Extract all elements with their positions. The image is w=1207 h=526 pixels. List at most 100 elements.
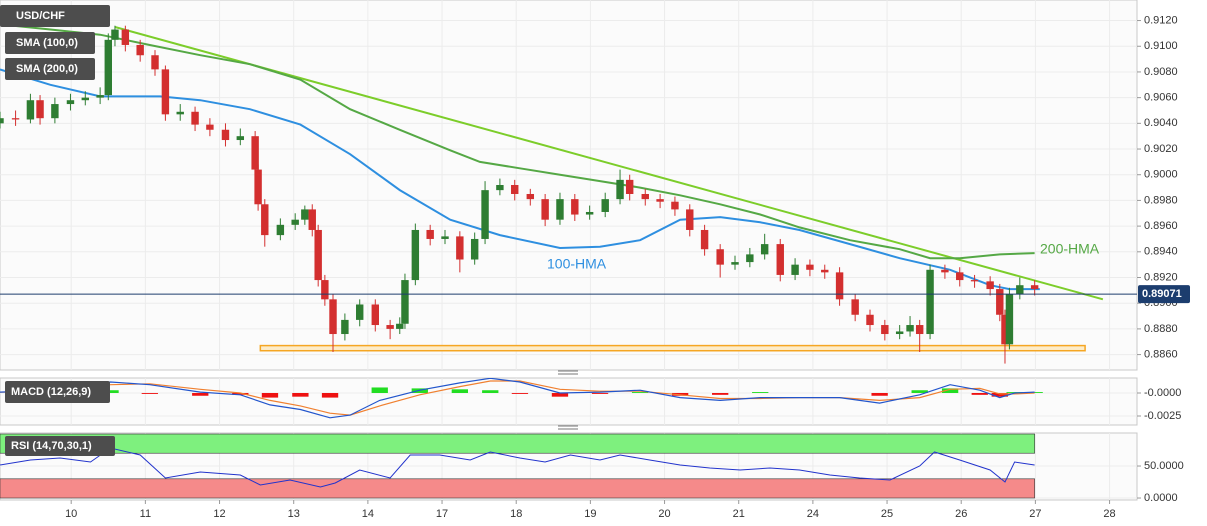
x-tick-label: 19	[584, 508, 596, 520]
candle-body	[161, 69, 170, 115]
candle-body	[396, 323, 404, 329]
macd-histogram-bar	[941, 388, 959, 393]
candle-body	[308, 209, 316, 230]
candle-body	[641, 193, 649, 200]
candle-body	[986, 281, 994, 290]
candle-body	[96, 95, 104, 98]
macd-histogram-bar	[102, 390, 119, 393]
candle-body	[314, 229, 322, 281]
macd-histogram-bar	[712, 392, 729, 395]
candle-body	[1005, 294, 1014, 345]
y-tick-label: 0.8980	[1144, 194, 1178, 206]
macd-histogram-bar	[451, 389, 469, 393]
candle-body	[481, 190, 489, 239]
candle-body	[571, 199, 579, 215]
panel-background	[0, 377, 1138, 426]
candle-body	[301, 209, 309, 220]
candle-body	[121, 29, 130, 45]
y-tick-label: 0.9000	[1144, 169, 1178, 181]
macd-histogram-bar	[991, 392, 1008, 397]
candle-body	[386, 325, 394, 329]
last-price-label: 0.89071	[1142, 288, 1182, 300]
macd-histogram-bar	[911, 390, 928, 393]
candle-body	[470, 238, 479, 260]
candle-body	[556, 199, 564, 220]
candle-body	[625, 179, 634, 194]
x-tick-label: 25	[881, 508, 893, 520]
candle-body	[136, 44, 144, 56]
indicator-title-box	[5, 381, 110, 403]
candle-body	[291, 219, 299, 225]
x-tick-label: 20	[658, 508, 670, 520]
candle-body	[11, 118, 20, 120]
y-tick-label: 0.9020	[1144, 143, 1178, 155]
candle-body	[111, 29, 119, 40]
candle-body	[656, 199, 664, 202]
candle-body	[456, 236, 464, 260]
y-tick-label: 0.9100	[1144, 40, 1178, 52]
x-tick-label: 10	[65, 508, 77, 520]
macd-histogram-bar	[232, 392, 249, 395]
candle-body	[51, 104, 59, 119]
candle-body	[0, 118, 4, 124]
candle-body	[511, 185, 519, 194]
candle-body	[496, 185, 504, 191]
candle-body	[36, 100, 44, 119]
y-tick-label: -0.0025	[1144, 410, 1181, 422]
candle-body	[371, 304, 379, 326]
macd-histogram-bar	[971, 392, 988, 395]
candle-body	[411, 229, 420, 281]
candle-body	[926, 269, 934, 335]
candle-body	[191, 111, 199, 125]
last-price-box	[1138, 285, 1190, 304]
candle-body	[881, 325, 889, 335]
macd-histogram-bar	[261, 392, 279, 398]
legend-box	[0, 5, 110, 27]
candle-body	[895, 331, 904, 335]
indicator-title: RSI (14,70,30,1)	[11, 440, 92, 452]
candle-body	[760, 244, 769, 255]
candle-body	[221, 129, 230, 141]
indicator-title: MACD (12,26,9)	[11, 386, 91, 398]
candle-body	[601, 199, 609, 212]
candle-body	[401, 280, 409, 324]
candle-body	[81, 97, 90, 101]
candle-body	[329, 299, 337, 335]
macd-histogram-bar	[511, 392, 529, 394]
macd-histogram-bar	[371, 387, 388, 393]
macd-signal-line	[0, 380, 1035, 416]
rsi-band	[0, 433, 1035, 454]
candle-body	[26, 100, 35, 120]
y-tick-label: 0.8860	[1144, 348, 1178, 360]
candle-body	[791, 264, 799, 275]
hma-annotation: 100-HMA	[547, 256, 607, 272]
candle-body	[321, 280, 329, 300]
macd-histogram-bar	[631, 392, 649, 393]
y-tick-label: 50.0000	[1144, 460, 1184, 472]
macd-histogram-bar	[591, 392, 609, 394]
candle-body	[866, 314, 874, 326]
candle-body	[356, 304, 364, 320]
panel-background	[0, 0, 1138, 371]
candle-body	[731, 262, 739, 265]
x-tick-label: 18	[510, 508, 522, 520]
candle-body	[151, 55, 159, 70]
candle-body	[1001, 314, 1009, 345]
panel	[0, 433, 1137, 500]
candle-body	[671, 201, 679, 210]
macd-histogram-bar	[321, 392, 339, 398]
y-tick-label: 0.9120	[1144, 14, 1178, 26]
macd-histogram-bar	[292, 392, 309, 397]
candle-body	[956, 272, 964, 281]
candle-body	[851, 299, 859, 315]
panel	[0, 378, 1137, 425]
y-tick-label: 0.8880	[1144, 323, 1178, 335]
x-tick-label: 26	[955, 508, 967, 520]
legend-label: USD/CHF	[16, 10, 65, 22]
candle-body	[1030, 285, 1039, 290]
support-zone	[259, 344, 1086, 352]
y-tick-label: 0.8940	[1144, 246, 1178, 258]
plot-layer: 0.9120 0.9100 0.9080 0.9060 0.9040 0.9020 0.90…	[0, 0, 1190, 520]
macd-histogram-bar	[1026, 392, 1043, 393]
